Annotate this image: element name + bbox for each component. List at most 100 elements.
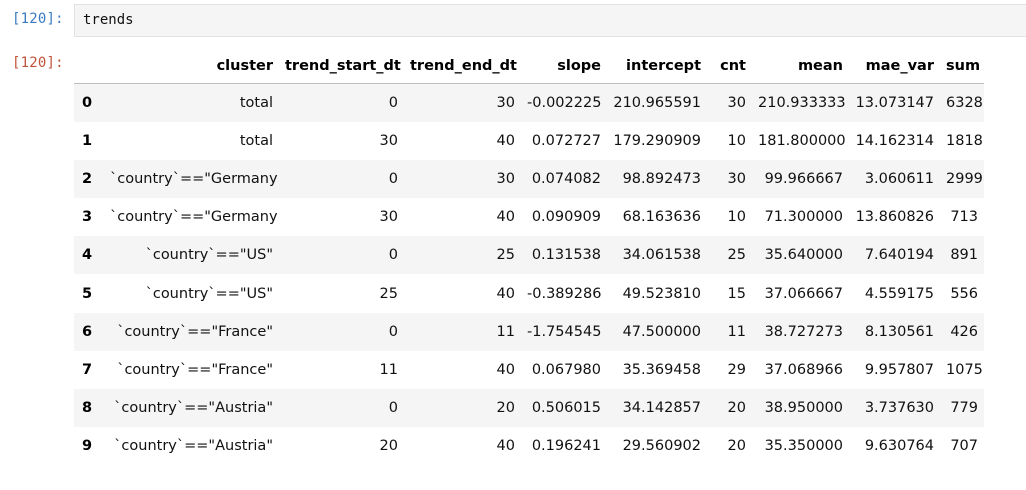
cell-intercept: 210.965591 xyxy=(613,94,701,111)
row-index: 1 xyxy=(82,132,93,149)
cell-trend-start-dt: 11 xyxy=(379,361,398,378)
cell-trend-start-dt: 30 xyxy=(379,132,398,149)
header-mean: mean xyxy=(752,48,849,84)
cell-mae-var: 13.073147 xyxy=(855,94,934,111)
cell-intercept: 47.500000 xyxy=(622,323,701,340)
cell-mae-var: 9.957807 xyxy=(864,361,934,378)
cell-trend-start-dt: 0 xyxy=(388,247,398,264)
cell-mae-var: 3.737630 xyxy=(864,400,934,417)
cell-sum: 426 xyxy=(950,323,978,340)
cell-trend-end-dt: 40 xyxy=(496,285,515,302)
cell-mae-var: 8.130561 xyxy=(864,323,934,340)
cell-intercept: 68.163636 xyxy=(622,209,701,226)
code-text[interactable]: trends xyxy=(83,12,134,28)
cell-cluster: total xyxy=(239,132,273,149)
cell-cluster: `country`=="Austria" xyxy=(114,438,273,455)
cell-cnt: 20 xyxy=(727,400,746,417)
header-trend-start-dt: trend_start_dt xyxy=(279,48,404,84)
table-row: 2 `country`=="Germany" 0 30 0.074082 98.89247… xyxy=(74,159,984,199)
row-index: 8 xyxy=(82,400,93,417)
cell-mae-var: 9.630764 xyxy=(864,438,934,455)
cell-trend-start-dt: 0 xyxy=(388,94,398,111)
cell-slope: 0.067980 xyxy=(531,361,601,378)
cell-cnt: 11 xyxy=(727,323,746,340)
header-mae-var: mae_var xyxy=(849,48,940,84)
header-index xyxy=(74,48,104,84)
cell-sum: 1818 xyxy=(946,132,983,149)
row-index: 4 xyxy=(82,247,93,264)
row-index: 3 xyxy=(82,209,93,226)
cell-slope: 0.074082 xyxy=(531,170,601,187)
cell-sum: 6328 xyxy=(946,94,983,111)
table-row: 1 total 30 40 0.072727 179.290909 10 181.800000… xyxy=(74,122,984,160)
input-cell[interactable]: [120]: trends xyxy=(0,0,1026,40)
cell-mean: 99.966667 xyxy=(764,170,843,187)
cell-slope: -1.754545 xyxy=(527,323,602,340)
cell-cluster: total xyxy=(239,94,273,111)
cell-trend-end-dt: 20 xyxy=(496,400,515,417)
table-row: 8 `country`=="Austria" 0 20 0.506015 34.14285… xyxy=(74,389,984,428)
cell-sum: 556 xyxy=(950,285,978,302)
cell-trend-end-dt: 40 xyxy=(496,209,515,226)
cell-trend-end-dt: 30 xyxy=(496,94,515,111)
input-prompt: [120]: xyxy=(12,11,64,27)
cell-cnt: 20 xyxy=(727,438,746,455)
cell-mae-var: 4.559175 xyxy=(864,285,934,302)
cell-mean: 35.640000 xyxy=(764,247,843,264)
cell-cnt: 10 xyxy=(727,132,746,149)
cell-trend-end-dt: 40 xyxy=(496,132,515,149)
code-editor[interactable]: trends xyxy=(74,4,1026,37)
cell-slope: 0.196241 xyxy=(531,438,601,455)
cell-mean: 71.300000 xyxy=(764,209,843,226)
cell-cnt: 15 xyxy=(727,285,746,302)
cell-trend-start-dt: 0 xyxy=(388,400,398,417)
cell-trend-start-dt: 30 xyxy=(379,209,398,226)
cell-sum: 891 xyxy=(950,247,978,264)
output-prompt: [120]: xyxy=(12,55,64,71)
table-row: 3 `country`=="Germany" 30 40 0.090909 68.1636… xyxy=(74,198,984,236)
header-trend-end-dt: trend_end_dt xyxy=(404,48,521,84)
cell-trend-end-dt: 25 xyxy=(496,247,515,264)
dataframe-table: cluster trend_start_dt trend_end_dt slop… xyxy=(74,48,984,465)
cell-sum: 779 xyxy=(950,400,978,417)
cell-mae-var: 14.162314 xyxy=(855,132,934,149)
cell-cluster: `country`=="Germany" xyxy=(110,209,279,226)
cell-cnt: 25 xyxy=(727,247,746,264)
header-sum: sum xyxy=(940,48,984,84)
header-cluster: cluster xyxy=(104,48,279,84)
cell-trend-end-dt: 30 xyxy=(496,170,515,187)
cell-cluster: `country`=="US" xyxy=(145,247,273,264)
cell-trend-start-dt: 0 xyxy=(388,170,398,187)
cell-mean: 38.727273 xyxy=(764,323,843,340)
cell-slope: 0.506015 xyxy=(531,400,601,417)
header-intercept: intercept xyxy=(607,48,707,84)
cell-intercept: 34.142857 xyxy=(622,400,701,417)
cell-mae-var: 13.860826 xyxy=(855,209,934,226)
cell-slope: -0.389286 xyxy=(527,285,602,302)
cell-mean: 35.350000 xyxy=(764,438,843,455)
cell-cluster: `country`=="France" xyxy=(117,323,273,340)
cell-slope: 0.072727 xyxy=(531,132,601,149)
cell-mean: 181.800000 xyxy=(758,132,846,149)
cell-slope: 0.131538 xyxy=(531,247,601,264)
cell-trend-start-dt: 0 xyxy=(388,323,398,340)
cell-mean: 37.068966 xyxy=(764,361,843,378)
cell-sum: 1075 xyxy=(946,361,983,378)
cell-sum: 2999 xyxy=(946,170,983,187)
cell-trend-end-dt: 11 xyxy=(496,323,515,340)
cell-cluster: `country`=="France" xyxy=(117,361,273,378)
cell-trend-start-dt: 20 xyxy=(379,438,398,455)
cell-cnt: 29 xyxy=(727,361,746,378)
row-index: 5 xyxy=(82,285,93,302)
cell-slope: 0.090909 xyxy=(531,209,601,226)
cell-cnt: 30 xyxy=(727,170,746,187)
row-index: 2 xyxy=(82,170,93,187)
table-row: 6 `country`=="France" 0 11 -1.754545 47.50000… xyxy=(74,312,984,351)
output-area: cluster trend_start_dt trend_end_dt slop… xyxy=(74,48,984,465)
cell-mean: 38.950000 xyxy=(764,400,843,417)
cell-slope: -0.002225 xyxy=(527,94,602,111)
cell-intercept: 35.369458 xyxy=(622,361,701,378)
cell-cluster: `country`=="Austria" xyxy=(114,400,273,417)
cell-intercept: 179.290909 xyxy=(613,132,701,149)
cell-intercept: 98.892473 xyxy=(622,170,701,187)
